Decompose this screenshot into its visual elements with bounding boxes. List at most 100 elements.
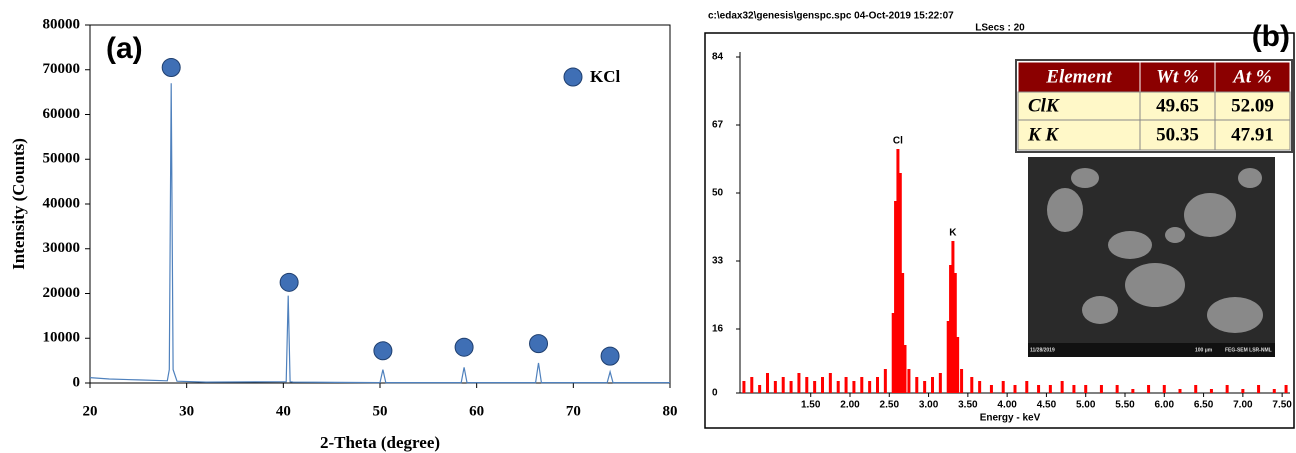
spectrum-bar xyxy=(1116,385,1119,393)
spectrum-bar xyxy=(766,373,769,393)
peak-label: K xyxy=(949,228,957,239)
spectrum-bar xyxy=(813,381,816,393)
spectrum-bar xyxy=(1285,385,1288,393)
spectrum-bar xyxy=(923,381,926,393)
spectrum-bar xyxy=(797,373,800,393)
y-tick-label: 84 xyxy=(712,52,724,63)
x-axis-label: Energy - keV xyxy=(980,413,1041,424)
spectrum-bar xyxy=(907,369,910,393)
spectrum-bar xyxy=(1163,385,1166,393)
table-cell-text: 47.91 xyxy=(1231,124,1274,145)
x-tick-label: 20 xyxy=(83,403,98,419)
spectrum-bar xyxy=(956,337,959,393)
y-tick-label: 40000 xyxy=(43,195,81,211)
spectrum-bar xyxy=(750,377,753,393)
spectrum-bar xyxy=(1037,385,1040,393)
spectrum-bar xyxy=(774,381,777,393)
spectrum-bar xyxy=(868,381,871,393)
panel-label: (b) xyxy=(1252,20,1290,53)
spectrum-bar xyxy=(852,381,855,393)
spectrum-bar xyxy=(1210,389,1213,393)
y-tick-label: 50 xyxy=(712,188,724,199)
x-tick-label: 7.50 xyxy=(1272,400,1292,411)
table-header: Wt % xyxy=(1156,66,1199,87)
spectrum-bar xyxy=(1147,385,1150,393)
legend-marker xyxy=(564,68,582,86)
figure: 11/28/2019 100 μm FEG-SEM LSR-NML 0 10000… xyxy=(0,0,1296,453)
sem-caption: 100 μm xyxy=(1195,347,1213,353)
y-tick-label: 10000 xyxy=(43,330,81,346)
spectrum-bar xyxy=(1025,381,1028,393)
x-tick-label: 3.50 xyxy=(958,400,978,411)
y-tick-label: 0 xyxy=(712,388,718,399)
y-tick-label: 80000 xyxy=(43,16,81,32)
x-tick-label: 80 xyxy=(663,403,678,419)
sem-caption: FEG-SEM LSR-NML xyxy=(1225,347,1272,353)
spectrum-bar xyxy=(990,385,993,393)
spectrum-bar xyxy=(970,377,973,393)
x-tick-label: 2.50 xyxy=(880,400,900,411)
y-tick-label: 0 xyxy=(73,374,81,390)
header: c:\edax32\genesis\genspc.spc 04-Oct-2019… xyxy=(708,11,954,22)
kcl-marker xyxy=(455,338,473,356)
table-header: At % xyxy=(1232,66,1272,87)
table-header: Element xyxy=(1045,66,1112,87)
spectrum-bar xyxy=(1273,389,1276,393)
spectrum-bar xyxy=(1226,385,1229,393)
spectrum-bar xyxy=(904,345,907,393)
y-tick-label: 50000 xyxy=(43,151,81,167)
spectrum-bar xyxy=(1049,385,1052,393)
x-tick-label: 70 xyxy=(566,403,581,419)
x-tick-label: 7.00 xyxy=(1233,400,1253,411)
spectrum-bar xyxy=(960,369,963,393)
peak-label: Cl xyxy=(893,136,903,147)
spectrum-bar xyxy=(805,377,808,393)
spectrum-bar xyxy=(1100,385,1103,393)
spectrum-bar xyxy=(790,381,793,393)
x-axis-label: 2-Theta (degree) xyxy=(320,433,440,452)
spectrum-bar xyxy=(876,377,879,393)
x-tick-label: 60 xyxy=(469,403,484,419)
y-tick-label: 30000 xyxy=(43,240,81,256)
spectrum-bar xyxy=(821,377,824,393)
x-tick-label: 3.00 xyxy=(919,400,939,411)
y-tick-label: 20000 xyxy=(43,285,81,301)
y-tick-label: 70000 xyxy=(43,61,81,77)
spectrum-bar xyxy=(837,381,840,393)
y-tick-label: 16 xyxy=(712,324,724,335)
table-cell-text: 49.65 xyxy=(1156,95,1199,116)
kcl-marker xyxy=(601,347,619,365)
spectrum-bar xyxy=(939,373,942,393)
kcl-marker xyxy=(374,342,392,360)
x-tick-label: 6.00 xyxy=(1155,400,1175,411)
x-tick-label: 4.50 xyxy=(1037,400,1057,411)
panel-label: (a) xyxy=(106,32,143,65)
subheader: LSecs : 20 xyxy=(975,23,1025,34)
kcl-marker xyxy=(162,59,180,77)
spectrum-bar xyxy=(978,381,981,393)
x-tick-label: 1.50 xyxy=(801,400,821,411)
x-tick-label: 30 xyxy=(179,403,194,419)
spectrum-bar xyxy=(829,373,832,393)
x-tick-label: 40 xyxy=(276,403,291,419)
spectrum-bar xyxy=(1002,381,1005,393)
xrd-line xyxy=(90,83,670,382)
sem-caption: 11/28/2019 xyxy=(1030,347,1055,353)
table-cell-text: K K xyxy=(1027,124,1059,145)
kcl-marker xyxy=(280,273,298,291)
table-cell-text: ClK xyxy=(1028,95,1060,116)
y-tick-label: 60000 xyxy=(43,106,81,122)
spectrum-bar xyxy=(1241,389,1244,393)
kcl-marker xyxy=(530,335,548,353)
spectrum-bar xyxy=(1084,385,1087,393)
spectrum-bar xyxy=(860,377,863,393)
spectrum-bar xyxy=(1257,385,1260,393)
plot-frame xyxy=(90,25,670,383)
spectrum-bar xyxy=(782,377,785,393)
spectrum-bar xyxy=(1179,389,1182,393)
spectrum-bar xyxy=(1014,385,1017,393)
x-tick-label: 6.50 xyxy=(1194,400,1214,411)
x-tick-label: 5.50 xyxy=(1115,400,1135,411)
x-tick-label: 5.00 xyxy=(1076,400,1096,411)
y-axis-label: Intensity (Counts) xyxy=(9,138,28,270)
